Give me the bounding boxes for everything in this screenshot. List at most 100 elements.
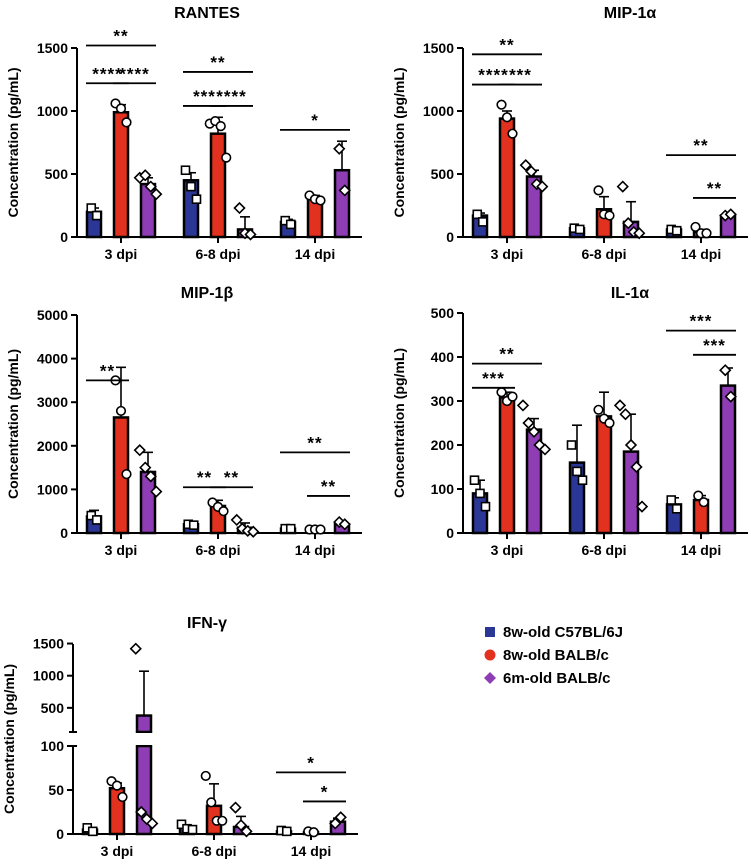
significance-label: **** [119,64,149,83]
legend-label: 8w-old C57BL/6J [503,624,623,641]
panel-mip-1-: MIP-1α Concentration (pg/mL) 0 500 1000 1500 3… [391,5,748,262]
circle-point [115,405,127,417]
diamond-point [522,416,535,430]
x-tick-label: 14 dpi [295,542,335,558]
bar [333,168,351,239]
diamond-point [724,390,737,403]
bar [525,175,543,239]
y-tick-label: 200 [431,437,455,453]
bar [622,450,640,535]
significance-label: ** [113,26,128,45]
y-tick-label: 1500 [423,40,454,56]
y-tick-label: 500 [41,700,65,716]
circle-point [501,112,513,123]
bar [112,111,130,239]
square-point [180,165,191,176]
y-tick-label: 0 [60,525,68,541]
significance-label: **** [92,64,122,83]
diamond-point [244,228,257,241]
diamond-point [635,500,649,513]
y-tick-label: 300 [431,393,455,409]
y-tick-label: 400 [431,349,455,365]
y-tick-label: 1000 [37,481,68,497]
x-tick-label: 3 dpi [105,542,138,558]
diamond-point [338,184,351,197]
y-tick-label: 1500 [37,40,68,56]
diamond-point [633,227,646,240]
diamond-point [622,217,635,230]
panel-ifn-: IFN-γ Concentration (pg/mL) 0 50 100 500 1000 1… [1,615,358,859]
y-tick-label: 1000 [37,103,68,119]
circle-point [115,103,127,114]
bar [209,132,227,239]
y-tick-label: 1000 [423,103,454,119]
square-point [477,217,488,227]
significance-label: *** [509,66,532,85]
diamond-point [129,642,142,655]
legend-label: 6m-old BALB/c [503,670,611,687]
diamond-point [329,817,342,830]
diamond-point [616,180,629,193]
legend-diamond-icon [484,672,496,684]
y-tick-label: 1000 [33,668,64,684]
bar [498,396,516,535]
diamond-point [527,425,541,438]
diamond-point [724,208,737,221]
x-tick-label: 14 dpi [295,246,335,262]
diamond-point [139,169,152,182]
circle-point [690,221,701,233]
x-tick-label: 14 dpi [291,843,331,859]
square-point [285,523,296,534]
significance-label: ** [100,361,115,380]
y-tick-label: 0 [446,525,454,541]
square-point [281,826,292,837]
square-point [87,826,98,837]
square-point [475,488,485,499]
diamond-point [144,470,157,483]
diamond-point [624,438,638,452]
square-point [188,520,199,530]
y-tick-label: 5000 [37,307,68,323]
diamond-point [150,188,163,201]
circle-point [111,780,123,791]
diamond-point [538,443,552,456]
square-point [186,181,196,192]
diamond-point [229,801,242,814]
x-tick-label: 3 dpi [105,246,138,262]
circle-point [507,391,518,402]
panel-title: MIP-1α [604,5,657,22]
significance-label: **** [216,87,246,106]
y-tick-label: 0 [446,229,454,245]
circle-point [693,490,704,501]
square-point [671,225,682,236]
panel-title: MIP-1β [181,285,234,302]
square-point [574,224,585,235]
y-tick-label: 4000 [37,351,68,367]
diamond-point [619,408,632,421]
x-tick-label: 3 dpi [101,843,134,859]
panel-title: IL-1α [611,285,649,302]
significance-label: ** [693,136,708,155]
significance-label: * [321,782,329,801]
circle-point [221,152,232,163]
legend-square-icon [485,627,495,637]
circle-point [308,827,319,838]
circle-point [315,524,326,535]
circle-point [593,185,604,196]
square-point [285,219,296,230]
significance-label: *** [690,312,713,331]
y-tick-label: 500 [45,166,69,182]
square-point [191,194,202,204]
y-tick-label: 100 [431,481,455,497]
circle-point [698,497,709,508]
diamond-point [519,159,532,172]
square-point [566,440,577,450]
y-tick-label: 2000 [37,438,68,454]
diamond-point [150,485,163,498]
y-axis-label: Concentration (pg/mL) [5,349,21,499]
x-tick-label: 14 dpi [681,246,721,262]
square-point [666,495,677,505]
circle-point [121,469,132,480]
x-tick-label: 6-8 dpi [581,542,626,558]
square-point [472,209,483,220]
